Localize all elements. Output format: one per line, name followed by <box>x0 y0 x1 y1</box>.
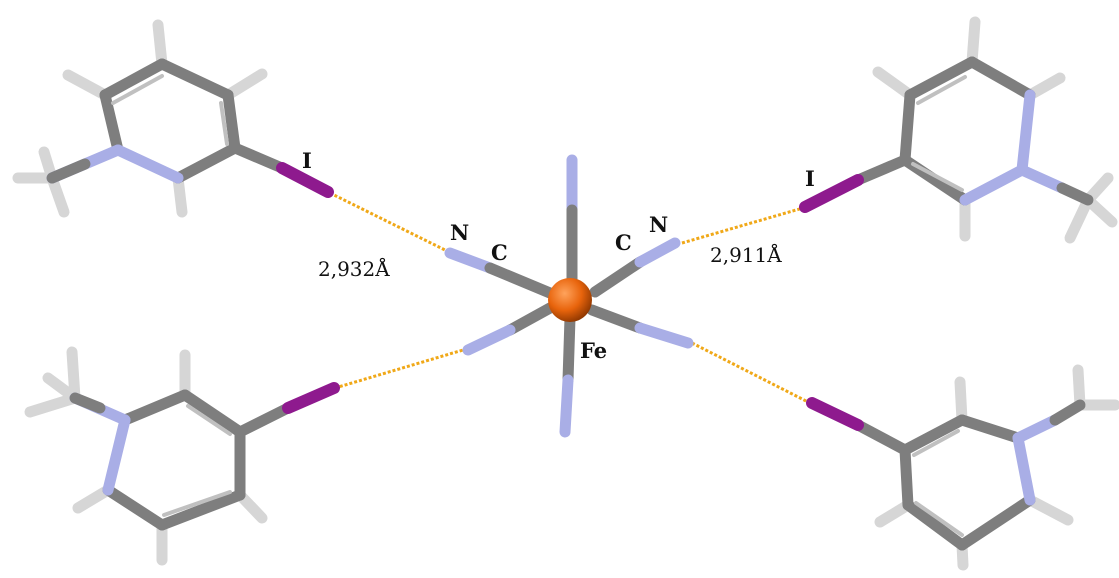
label-carbon-right: C <box>615 230 632 255</box>
iron-atom <box>548 278 592 322</box>
distance-labels: 2,932Å 2,911Å <box>318 242 782 281</box>
contact-upper-left <box>329 191 446 252</box>
ferricyanide-core <box>444 154 694 438</box>
atom-labels: I I N C C N Fe <box>302 148 815 363</box>
label-nitrogen-right: N <box>649 212 668 237</box>
label-iodine-left: I <box>302 148 312 173</box>
distance-right: 2,911Å <box>710 242 782 267</box>
contact-lower-right <box>691 341 811 405</box>
pyridinium-lower-right <box>806 364 1119 571</box>
pyridinium-upper-left <box>12 19 334 218</box>
distance-left: 2,932Å <box>318 256 390 281</box>
label-iodine-right: I <box>805 166 815 191</box>
pyridinium-lower-left <box>24 346 340 566</box>
contact-upper-right <box>681 206 804 245</box>
pyridinium-upper-right <box>799 16 1118 244</box>
label-iron: Fe <box>580 338 607 363</box>
contact-lower-left <box>334 348 464 390</box>
label-carbon-left: C <box>491 240 508 265</box>
contact-lines <box>329 191 811 405</box>
label-nitrogen-left: N <box>450 220 469 245</box>
